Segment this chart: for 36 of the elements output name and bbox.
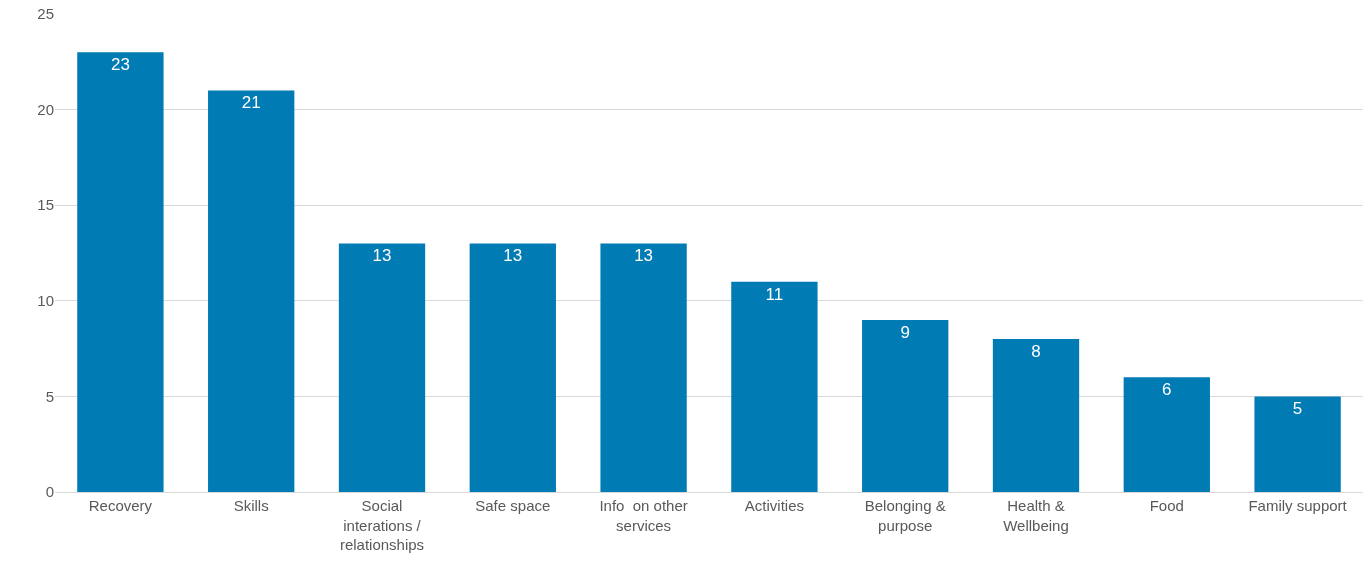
- x-tick-label: Food: [1149, 497, 1184, 514]
- x-tick-label: Safe space: [475, 497, 551, 514]
- bar: [600, 243, 687, 492]
- data-label: 13: [634, 246, 654, 266]
- y-tick-label: 5: [45, 387, 54, 405]
- x-tick-label: Social interations / relationships: [339, 497, 425, 553]
- y-tick-label: 25: [37, 5, 54, 23]
- x-tick-label: Recovery: [88, 497, 153, 514]
- data-label: 23: [110, 55, 130, 75]
- data-label: 9: [900, 322, 910, 342]
- y-tick-label: 10: [37, 292, 54, 310]
- x-tick-label: Family support: [1248, 497, 1348, 514]
- data-label: 6: [1162, 380, 1172, 400]
- bar: [992, 339, 1080, 492]
- bar: [731, 281, 818, 492]
- bar: [469, 243, 556, 492]
- x-tick-label: Health & Wellbeing: [1003, 497, 1069, 534]
- bar: [1254, 396, 1341, 492]
- x-tick-label: Skills: [233, 497, 269, 514]
- data-label: 5: [1292, 399, 1303, 419]
- y-tick-label: 0: [45, 483, 54, 501]
- data-label: 21: [241, 93, 261, 113]
- y-tick-label: 15: [37, 196, 54, 214]
- x-tick-label: Activities: [744, 497, 804, 514]
- bar: [208, 90, 295, 492]
- bar: [862, 319, 949, 492]
- data-label: 13: [372, 246, 392, 266]
- data-label: 13: [503, 246, 523, 266]
- data-label: 8: [1031, 342, 1041, 362]
- data-label: 11: [765, 284, 784, 304]
- y-tick-label: 20: [37, 100, 54, 118]
- bar: [77, 52, 164, 492]
- bar: [1123, 377, 1210, 492]
- bar: [338, 243, 426, 492]
- x-tick-label: Info on other services: [599, 497, 688, 534]
- x-tick-label: Belonging & purpose: [864, 497, 946, 534]
